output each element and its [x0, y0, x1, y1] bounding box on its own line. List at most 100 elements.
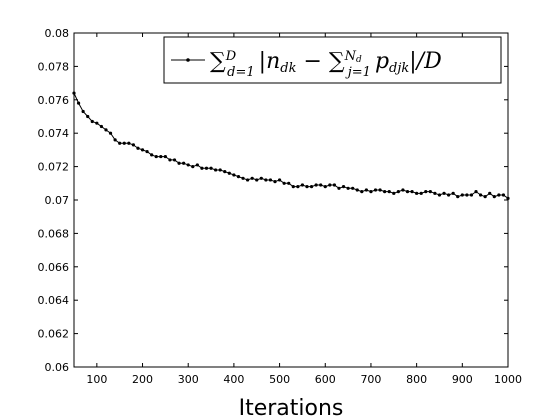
data-point: [76, 101, 81, 105]
data-point: [140, 148, 145, 152]
legend-sum-symbol-2: ∑: [329, 49, 345, 74]
data-point: [415, 191, 419, 195]
data-point: [492, 195, 496, 199]
data-point: [236, 175, 241, 179]
data-point: [451, 191, 455, 195]
legend-sub-d1: d=1: [227, 65, 255, 80]
data-point: [136, 146, 140, 150]
data-point: [232, 173, 236, 177]
data-point: [424, 190, 428, 194]
data-point: [309, 185, 314, 189]
data-point: [99, 124, 104, 129]
data-point: [497, 193, 501, 197]
x-tick-label: 600: [315, 373, 336, 386]
data-point: [501, 193, 506, 197]
data-point: [465, 193, 469, 197]
x-tick-label: 300: [178, 373, 199, 386]
data-point: [300, 183, 305, 187]
data-point: [159, 154, 163, 159]
data-point: [108, 131, 113, 135]
data-point: [360, 190, 364, 194]
data-point: [392, 191, 396, 195]
data-point: [246, 178, 250, 182]
data-point: [351, 186, 355, 190]
data-point: [214, 168, 218, 172]
data-point: [442, 191, 446, 195]
data-point: [478, 193, 483, 197]
data-point: [150, 153, 154, 157]
data-point: [319, 183, 323, 187]
data-point: [154, 154, 158, 159]
legend-term-p: p: [375, 49, 389, 74]
legend-tail: |/D: [409, 49, 442, 74]
data-point: [122, 141, 126, 145]
data-point: [223, 170, 227, 174]
legend-sub-dk: dk: [280, 61, 296, 76]
data-point: [90, 119, 94, 124]
data-point: [401, 188, 405, 192]
data-point: [145, 149, 149, 154]
x-tick-label: 500: [269, 373, 290, 386]
data-point: [369, 190, 373, 194]
data-point: [273, 180, 277, 184]
data-point: [168, 158, 172, 162]
data-point: [373, 188, 378, 192]
data-point: [131, 143, 135, 147]
data-point: [282, 181, 286, 185]
data-point: [113, 138, 117, 142]
data-point: [104, 128, 108, 132]
data-point: [287, 181, 291, 185]
y-tick-label: 0.072: [38, 161, 70, 174]
data-point: [177, 161, 181, 165]
legend-sup-Nd-sub: d: [356, 55, 362, 65]
data-point: [209, 166, 213, 170]
data-point: [488, 191, 492, 195]
y-tick-label: 0.07: [45, 194, 70, 207]
legend-sup-D: D: [225, 49, 237, 64]
data-point: [277, 178, 282, 182]
data-point: [387, 190, 391, 194]
data-point: [296, 185, 300, 189]
legend-sum-symbol: ∑: [210, 49, 226, 74]
legend-sub-djk: djk: [389, 61, 409, 76]
y-tick-label: 0.062: [38, 328, 70, 341]
x-tick-label: 400: [223, 373, 244, 386]
data-point: [433, 191, 437, 195]
series-layer: [72, 91, 510, 200]
y-tick-label: 0.064: [38, 294, 70, 307]
data-point: [250, 176, 254, 180]
data-point: [186, 163, 190, 167]
y-tick-label: 0.078: [38, 60, 70, 73]
data-point: [127, 141, 131, 145]
legend-sub-j1: j=1: [345, 65, 371, 80]
x-axis: 100 200 300 400 500 600 700 800 900 1000: [86, 33, 522, 386]
x-tick-label: 200: [132, 373, 153, 386]
data-point: [259, 176, 263, 180]
data-point: [172, 158, 177, 162]
data-point: [195, 163, 199, 167]
data-point: [86, 114, 90, 119]
x-axis-label: Iterations: [239, 396, 344, 420]
plot-frame: [73, 32, 509, 368]
data-point: [419, 191, 423, 195]
data-point: [200, 166, 204, 170]
data-point: [291, 185, 295, 189]
y-tick-label: 0.068: [38, 227, 70, 240]
data-point: [323, 185, 327, 189]
legend-sup-Nd: N: [344, 49, 357, 64]
legend: ∑D d=1 |ndk − ∑Nd j=1 pdjk|/D: [163, 36, 502, 84]
data-point: [332, 183, 336, 187]
data-point: [469, 193, 474, 197]
data-point: [328, 183, 332, 187]
data-point: [255, 178, 259, 182]
data-point: [405, 190, 410, 194]
y-tick-label: 0.06: [45, 361, 70, 374]
data-point: [341, 185, 346, 189]
x-tick-label: 700: [360, 373, 381, 386]
data-point: [204, 166, 209, 170]
data-point: [474, 190, 478, 194]
data-point: [396, 190, 400, 194]
y-tick-label: 0.066: [38, 261, 70, 274]
data-point: [364, 188, 368, 192]
